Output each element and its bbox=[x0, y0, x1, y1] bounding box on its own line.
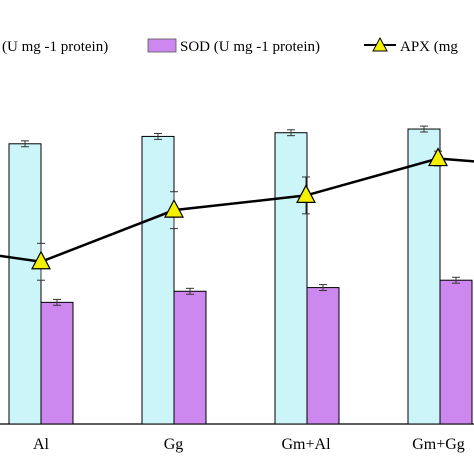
bar-series-1-3 bbox=[274, 132, 308, 425]
legend: (U mg -1 protein) SOD (U mg -1 protein) … bbox=[2, 36, 458, 55]
line-series-3 bbox=[0, 157, 474, 264]
x-tick-2: Gg bbox=[164, 436, 184, 453]
x-tick-1: Al bbox=[33, 436, 50, 453]
point-series-3-3 bbox=[296, 184, 316, 204]
x-tick-labels: Al Gg Gm+Al Gm+Gg bbox=[33, 436, 465, 453]
plot-area bbox=[0, 125, 474, 425]
legend-label-series-2: SOD (U mg -1 protein) bbox=[180, 39, 320, 55]
point-series-3-1 bbox=[31, 250, 51, 270]
bar-series-2-2 bbox=[173, 290, 207, 425]
legend-label-series-1: (U mg -1 protein) bbox=[2, 39, 108, 55]
bar-series-1-1 bbox=[8, 143, 42, 425]
x-tick-3: Gm+Al bbox=[281, 436, 331, 453]
point-series-3-4 bbox=[428, 147, 448, 167]
legend-marker-series-3 bbox=[372, 36, 388, 52]
bar-series-2-3 bbox=[306, 287, 340, 425]
bar-series-1-2 bbox=[141, 135, 175, 425]
point-series-3-2 bbox=[164, 198, 184, 218]
bar-series-2-1 bbox=[40, 301, 74, 425]
x-tick-4: Gm+Gg bbox=[412, 436, 465, 453]
legend-label-series-3: APX (mg bbox=[400, 39, 458, 55]
bar-series-1-4 bbox=[407, 128, 441, 425]
bar-series-2-4 bbox=[439, 279, 473, 425]
legend-swatch-series-2 bbox=[147, 38, 177, 53]
